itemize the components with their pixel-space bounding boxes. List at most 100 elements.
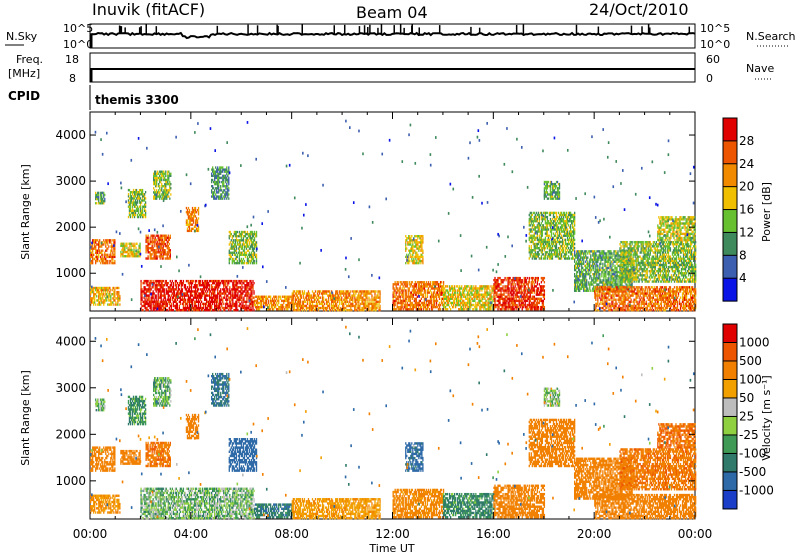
- power-cell: [96, 290, 98, 294]
- power-cell: [247, 239, 250, 242]
- power-cell: [128, 248, 130, 252]
- power-cell: [165, 281, 167, 285]
- power-cell: [115, 303, 117, 306]
- power-cell: [103, 288, 105, 292]
- power-cell: [154, 195, 156, 198]
- power-cell: [165, 178, 167, 182]
- power-cell: [162, 298, 164, 301]
- power-cell: [163, 284, 165, 287]
- power-cell: [158, 191, 160, 194]
- power-cell: [139, 242, 141, 245]
- power-cell: [443, 303, 446, 307]
- power-cell: [194, 215, 197, 218]
- power-cell: [162, 284, 164, 287]
- power-cell: [246, 296, 248, 299]
- power-cell: [494, 299, 496, 303]
- power-cell: [214, 281, 216, 285]
- power-cell: [159, 284, 161, 287]
- power-cell: [109, 239, 111, 242]
- power-cell: [205, 292, 208, 295]
- power-cell: [152, 294, 154, 297]
- power-cell: [314, 290, 317, 293]
- power-cell: [360, 294, 362, 297]
- power-cell: [244, 239, 247, 242]
- power-cell: [196, 284, 199, 287]
- power-cell: [96, 197, 98, 201]
- power-cell: [242, 239, 245, 242]
- power-cell: [154, 279, 156, 283]
- power-cell: [359, 306, 361, 310]
- power-cell: [220, 281, 222, 285]
- power-cell: [129, 197, 132, 200]
- power-cell: [148, 281, 150, 285]
- power-cell: [508, 301, 510, 305]
- power-cell: [500, 289, 502, 292]
- power-cell: [410, 243, 412, 246]
- power-cell: [303, 292, 306, 295]
- power-cell: [199, 302, 202, 306]
- power-cell: [91, 251, 93, 254]
- power-cell: [157, 176, 159, 180]
- power-cell: [433, 303, 436, 307]
- power-cell: [229, 255, 231, 259]
- power-cell: [144, 201, 147, 204]
- power-cell: [134, 191, 137, 194]
- power-cell: [213, 195, 215, 198]
- power-cell: [321, 302, 324, 306]
- power-cell: [128, 246, 130, 250]
- power-cell: [243, 261, 246, 265]
- power-cell: [461, 285, 463, 288]
- power-cell: [212, 168, 214, 171]
- power-cell: [127, 199, 130, 202]
- power-cell: [92, 255, 94, 259]
- power-cell: [406, 301, 408, 305]
- power-cell: [156, 242, 158, 246]
- power-cell: [229, 232, 231, 236]
- power-cell: [129, 209, 132, 213]
- power-cell: [144, 302, 146, 306]
- power-cell: [165, 191, 167, 194]
- power-cell: [155, 304, 157, 308]
- power-cell: [252, 247, 255, 250]
- power-cell: [98, 286, 100, 290]
- power-cell: [244, 245, 247, 248]
- power-cell: [112, 251, 114, 254]
- power-cell: [138, 197, 141, 200]
- power-cell: [140, 199, 143, 202]
- power-cell: [459, 289, 461, 292]
- power-cell: [122, 242, 124, 245]
- power-cell: [520, 287, 522, 290]
- power-cell: [234, 253, 237, 257]
- power-cell: [262, 299, 265, 303]
- power-cell: [483, 308, 485, 311]
- power-cell: [121, 248, 123, 252]
- power-cell: [176, 281, 179, 285]
- cpid-label: CPID: [8, 89, 40, 103]
- power-cell: [149, 292, 151, 295]
- power-cell: [234, 230, 237, 234]
- power-cell: [222, 191, 224, 194]
- power-cell: [222, 166, 224, 169]
- power-cell: [90, 255, 92, 259]
- power-cell: [102, 255, 104, 259]
- power-cell: [91, 261, 93, 265]
- power-cell: [147, 251, 149, 254]
- power-cell: [230, 247, 232, 250]
- power-cell: [460, 291, 462, 294]
- power-cell: [379, 306, 381, 310]
- power-cell: [145, 294, 147, 297]
- power-cell: [239, 259, 242, 263]
- power-cell: [363, 308, 365, 312]
- power-cell: [161, 300, 163, 304]
- power-cell: [186, 211, 189, 214]
- freq-panel: [89, 52, 696, 83]
- power-cell: [178, 284, 181, 287]
- power-cell: [135, 188, 138, 192]
- power-cell: [164, 253, 166, 256]
- nsky-tick-top: 10^5: [63, 22, 93, 35]
- power-cell: [138, 199, 141, 202]
- power-cell: [167, 174, 169, 178]
- power-cell: [450, 303, 453, 307]
- power-cell: [255, 249, 258, 252]
- power-cell: [416, 295, 419, 298]
